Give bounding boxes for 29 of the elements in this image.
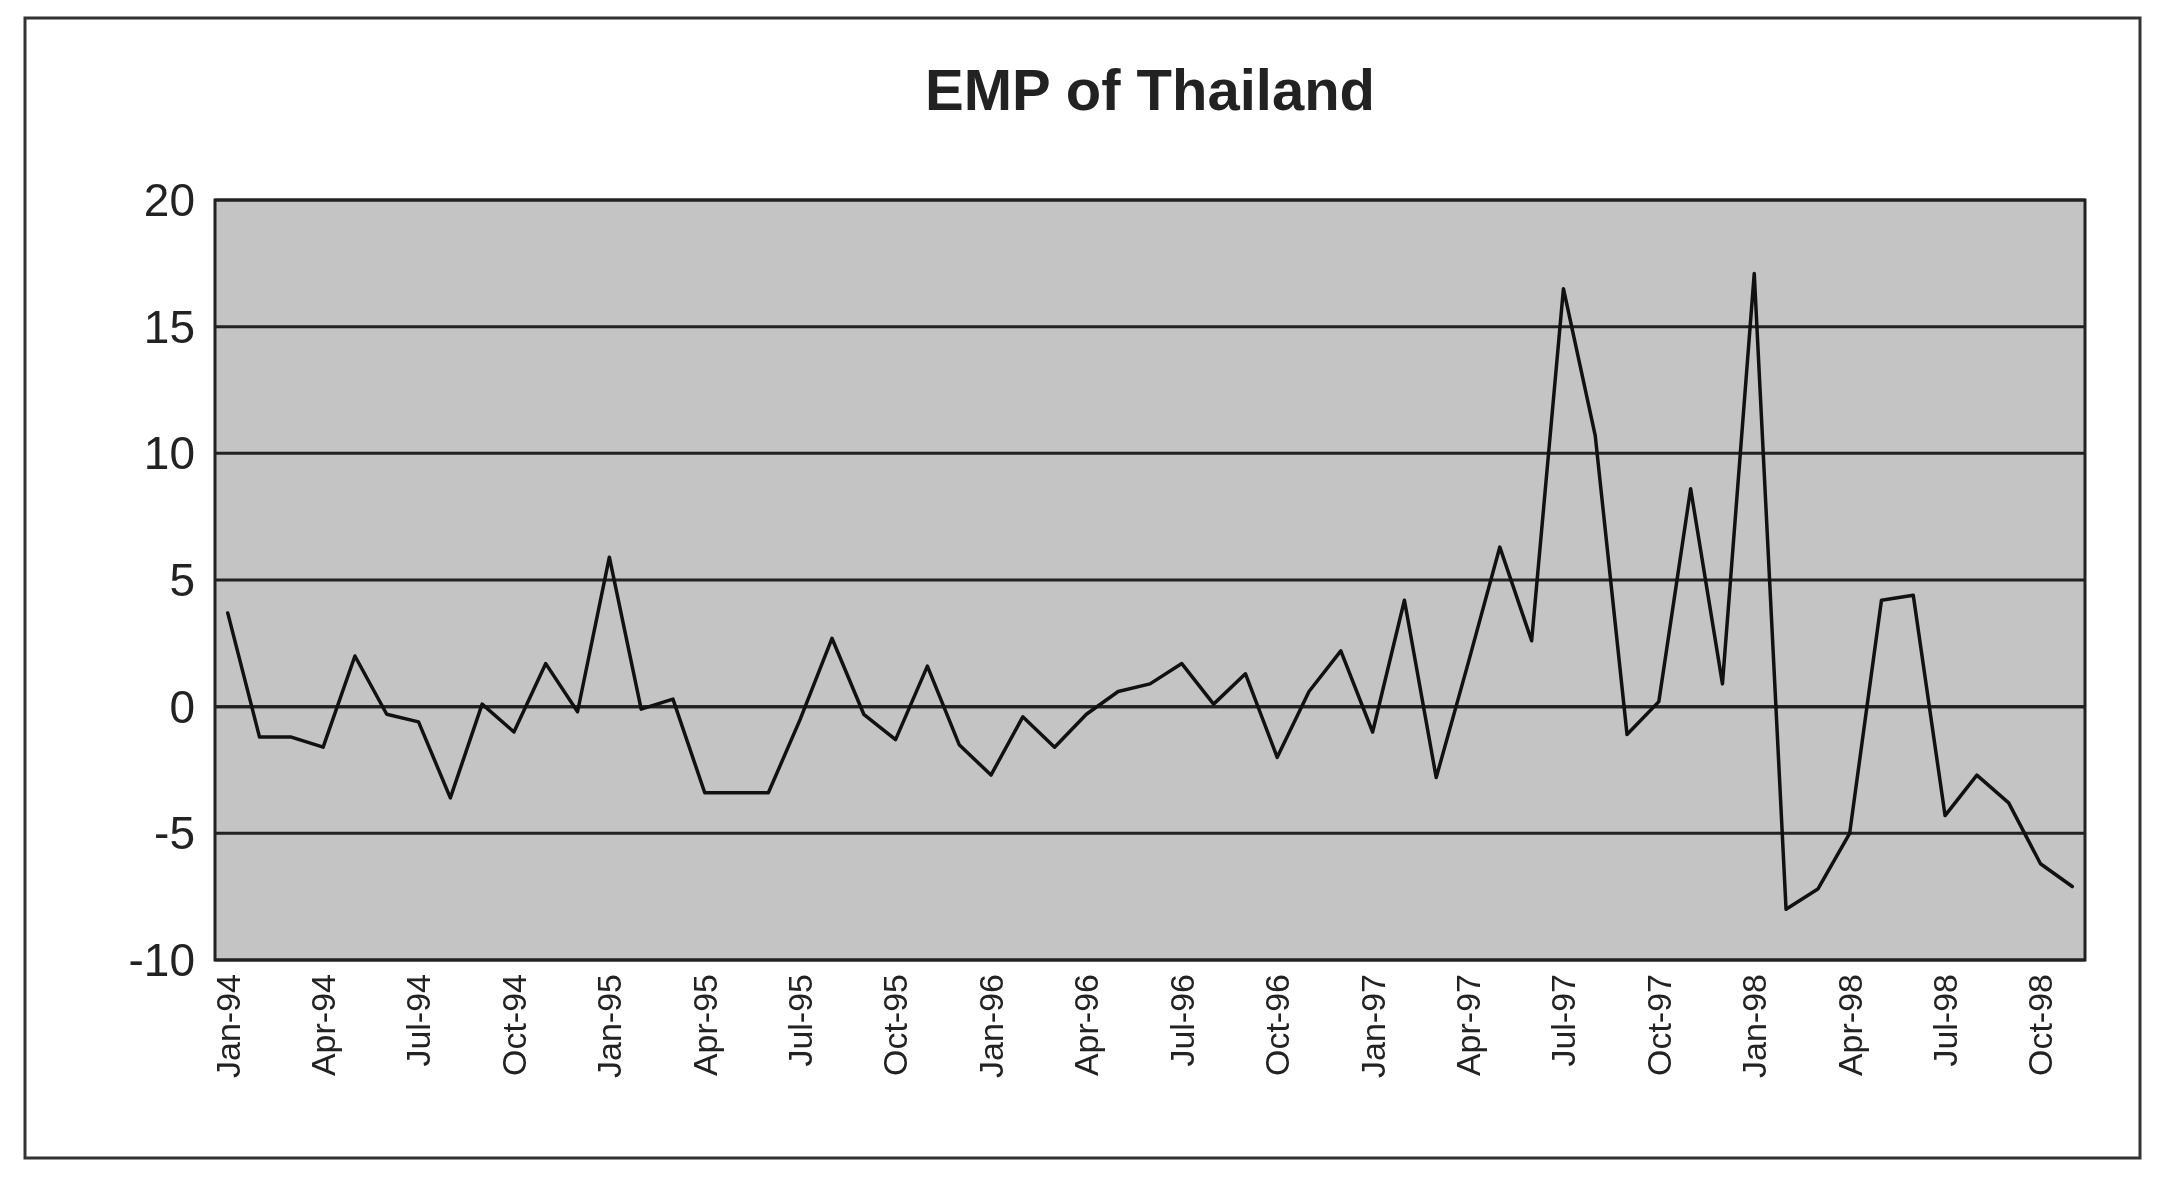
x-tick-label: Oct-98	[2021, 974, 2060, 1077]
y-tick-label: 20	[143, 174, 195, 227]
x-tick-label: Apr-96	[1067, 974, 1106, 1077]
x-tick-label: Apr-95	[685, 974, 724, 1077]
y-tick-label: 0	[169, 680, 195, 733]
x-tick-label: Jul-94	[399, 974, 438, 1067]
x-tick-label: Oct-94	[494, 974, 533, 1077]
x-tick-label: Jan-94	[208, 974, 247, 1078]
x-tick-label: Jan-96	[971, 974, 1010, 1078]
x-tick-label: Jan-98	[1735, 974, 1774, 1078]
y-tick-label: 5	[169, 554, 195, 607]
x-tick-label: Oct-97	[1639, 974, 1678, 1077]
x-tick-label: Jul-98	[1925, 974, 1964, 1067]
y-tick-label: 10	[143, 427, 195, 480]
chart-title: EMP of Thailand	[924, 57, 1376, 122]
x-tick-label: Jul-97	[1544, 974, 1583, 1067]
x-tick-label: Oct-96	[1258, 974, 1297, 1077]
x-tick-label: Apr-94	[304, 974, 343, 1077]
x-tick-label: Apr-98	[1830, 974, 1869, 1077]
x-tick-label: Jul-96	[1162, 974, 1201, 1067]
x-tick-label: Jan-97	[1353, 974, 1392, 1078]
y-tick-label: 15	[143, 300, 195, 353]
y-tick-label: -5	[154, 807, 195, 860]
line-series	[225, 271, 2075, 912]
x-tick-label: Apr-97	[1448, 974, 1487, 1077]
x-tick-label: Oct-95	[876, 974, 915, 1077]
y-tick-label: -10	[128, 934, 195, 987]
x-tick-label: Jul-95	[781, 974, 820, 1067]
x-tick-label: Jan-95	[590, 974, 629, 1078]
